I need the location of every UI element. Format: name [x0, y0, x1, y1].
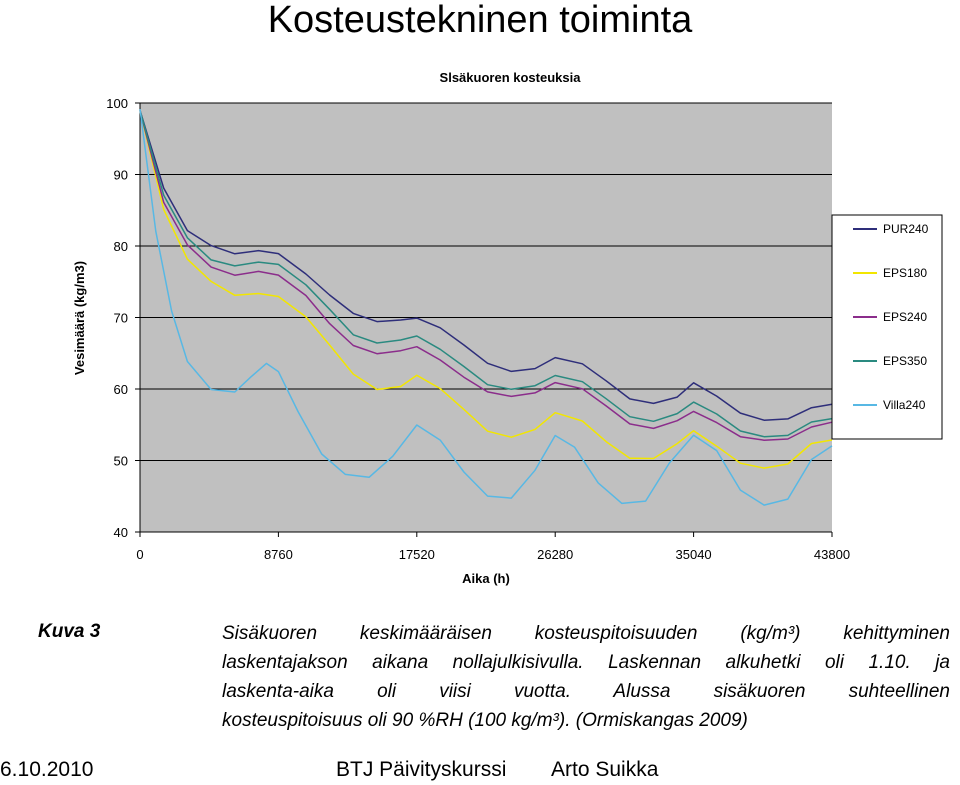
caption-line: laskenta-aika oli viisi vuotta. Alussa s…: [222, 681, 950, 702]
legend: PUR240 EPS180 EPS240 EPS350 Villa240: [831, 214, 943, 440]
legend-label: EPS240: [883, 310, 927, 324]
legend-box: [831, 214, 943, 440]
x-axis-label: Aika (h): [462, 571, 510, 586]
series-line-eps180: [139, 110, 833, 469]
y-tick-label: 40: [114, 525, 128, 540]
legend-label: PUR240: [883, 222, 929, 236]
series-lines: [139, 109, 833, 506]
footer-author: Arto Suikka: [551, 758, 659, 781]
legend-label: EPS180: [883, 266, 927, 280]
x-tick-label: 43800: [814, 547, 850, 562]
y-tick-label: 100: [106, 96, 128, 111]
y-tick-label: 60: [114, 382, 128, 397]
y-axis-label: Vesimäärä (kg/m3): [72, 261, 87, 375]
series-line-eps350: [139, 110, 833, 438]
x-tick-labels: 0 8760 17520 26280 35040 43800: [136, 547, 850, 562]
x-tick-label: 0: [136, 547, 143, 562]
x-tick-label: 26280: [537, 547, 573, 562]
footer-date: 6.10.2010: [0, 758, 94, 781]
series-line-pur240: [139, 110, 833, 421]
y-tick-label: 80: [114, 239, 128, 254]
series-line-villa240: [139, 109, 833, 506]
x-tick-label: 17520: [399, 547, 435, 562]
caption-line: laskentajakson aikana nollajulkisivulla.…: [222, 652, 950, 673]
footer-event: BTJ Päivityskurssi: [336, 758, 507, 781]
axes: [135, 102, 833, 537]
x-tick-label: 8760: [264, 547, 293, 562]
figure-label: Kuva 3: [38, 621, 101, 642]
series-line-eps240: [139, 110, 833, 441]
caption-line: Sisäkuoren keskimääräisen kosteuspitoisu…: [222, 623, 950, 644]
moisture-line-chart: Slsäkuoren kosteuksia 40 50 60 70 80 90 100 0 8…: [72, 70, 943, 586]
x-tick-label: 35040: [676, 547, 712, 562]
y-tick-label: 50: [114, 454, 128, 469]
y-tick-label: 70: [114, 311, 128, 326]
slide-title: Kosteustekninen toiminta: [267, 0, 693, 41]
legend-label: Villa240: [883, 398, 926, 412]
figure-caption: Sisäkuoren keskimääräisen kosteuspitoisu…: [222, 619, 950, 735]
y-tick-labels: 40 50 60 70 80 90 100: [106, 96, 128, 540]
caption-line: kosteuspitoisuus oli 90 %RH (100 kg/m³).…: [222, 710, 748, 731]
legend-label: EPS350: [883, 354, 927, 368]
chart-title: Slsäkuoren kosteuksia: [440, 70, 582, 85]
y-tick-label: 90: [114, 168, 128, 183]
